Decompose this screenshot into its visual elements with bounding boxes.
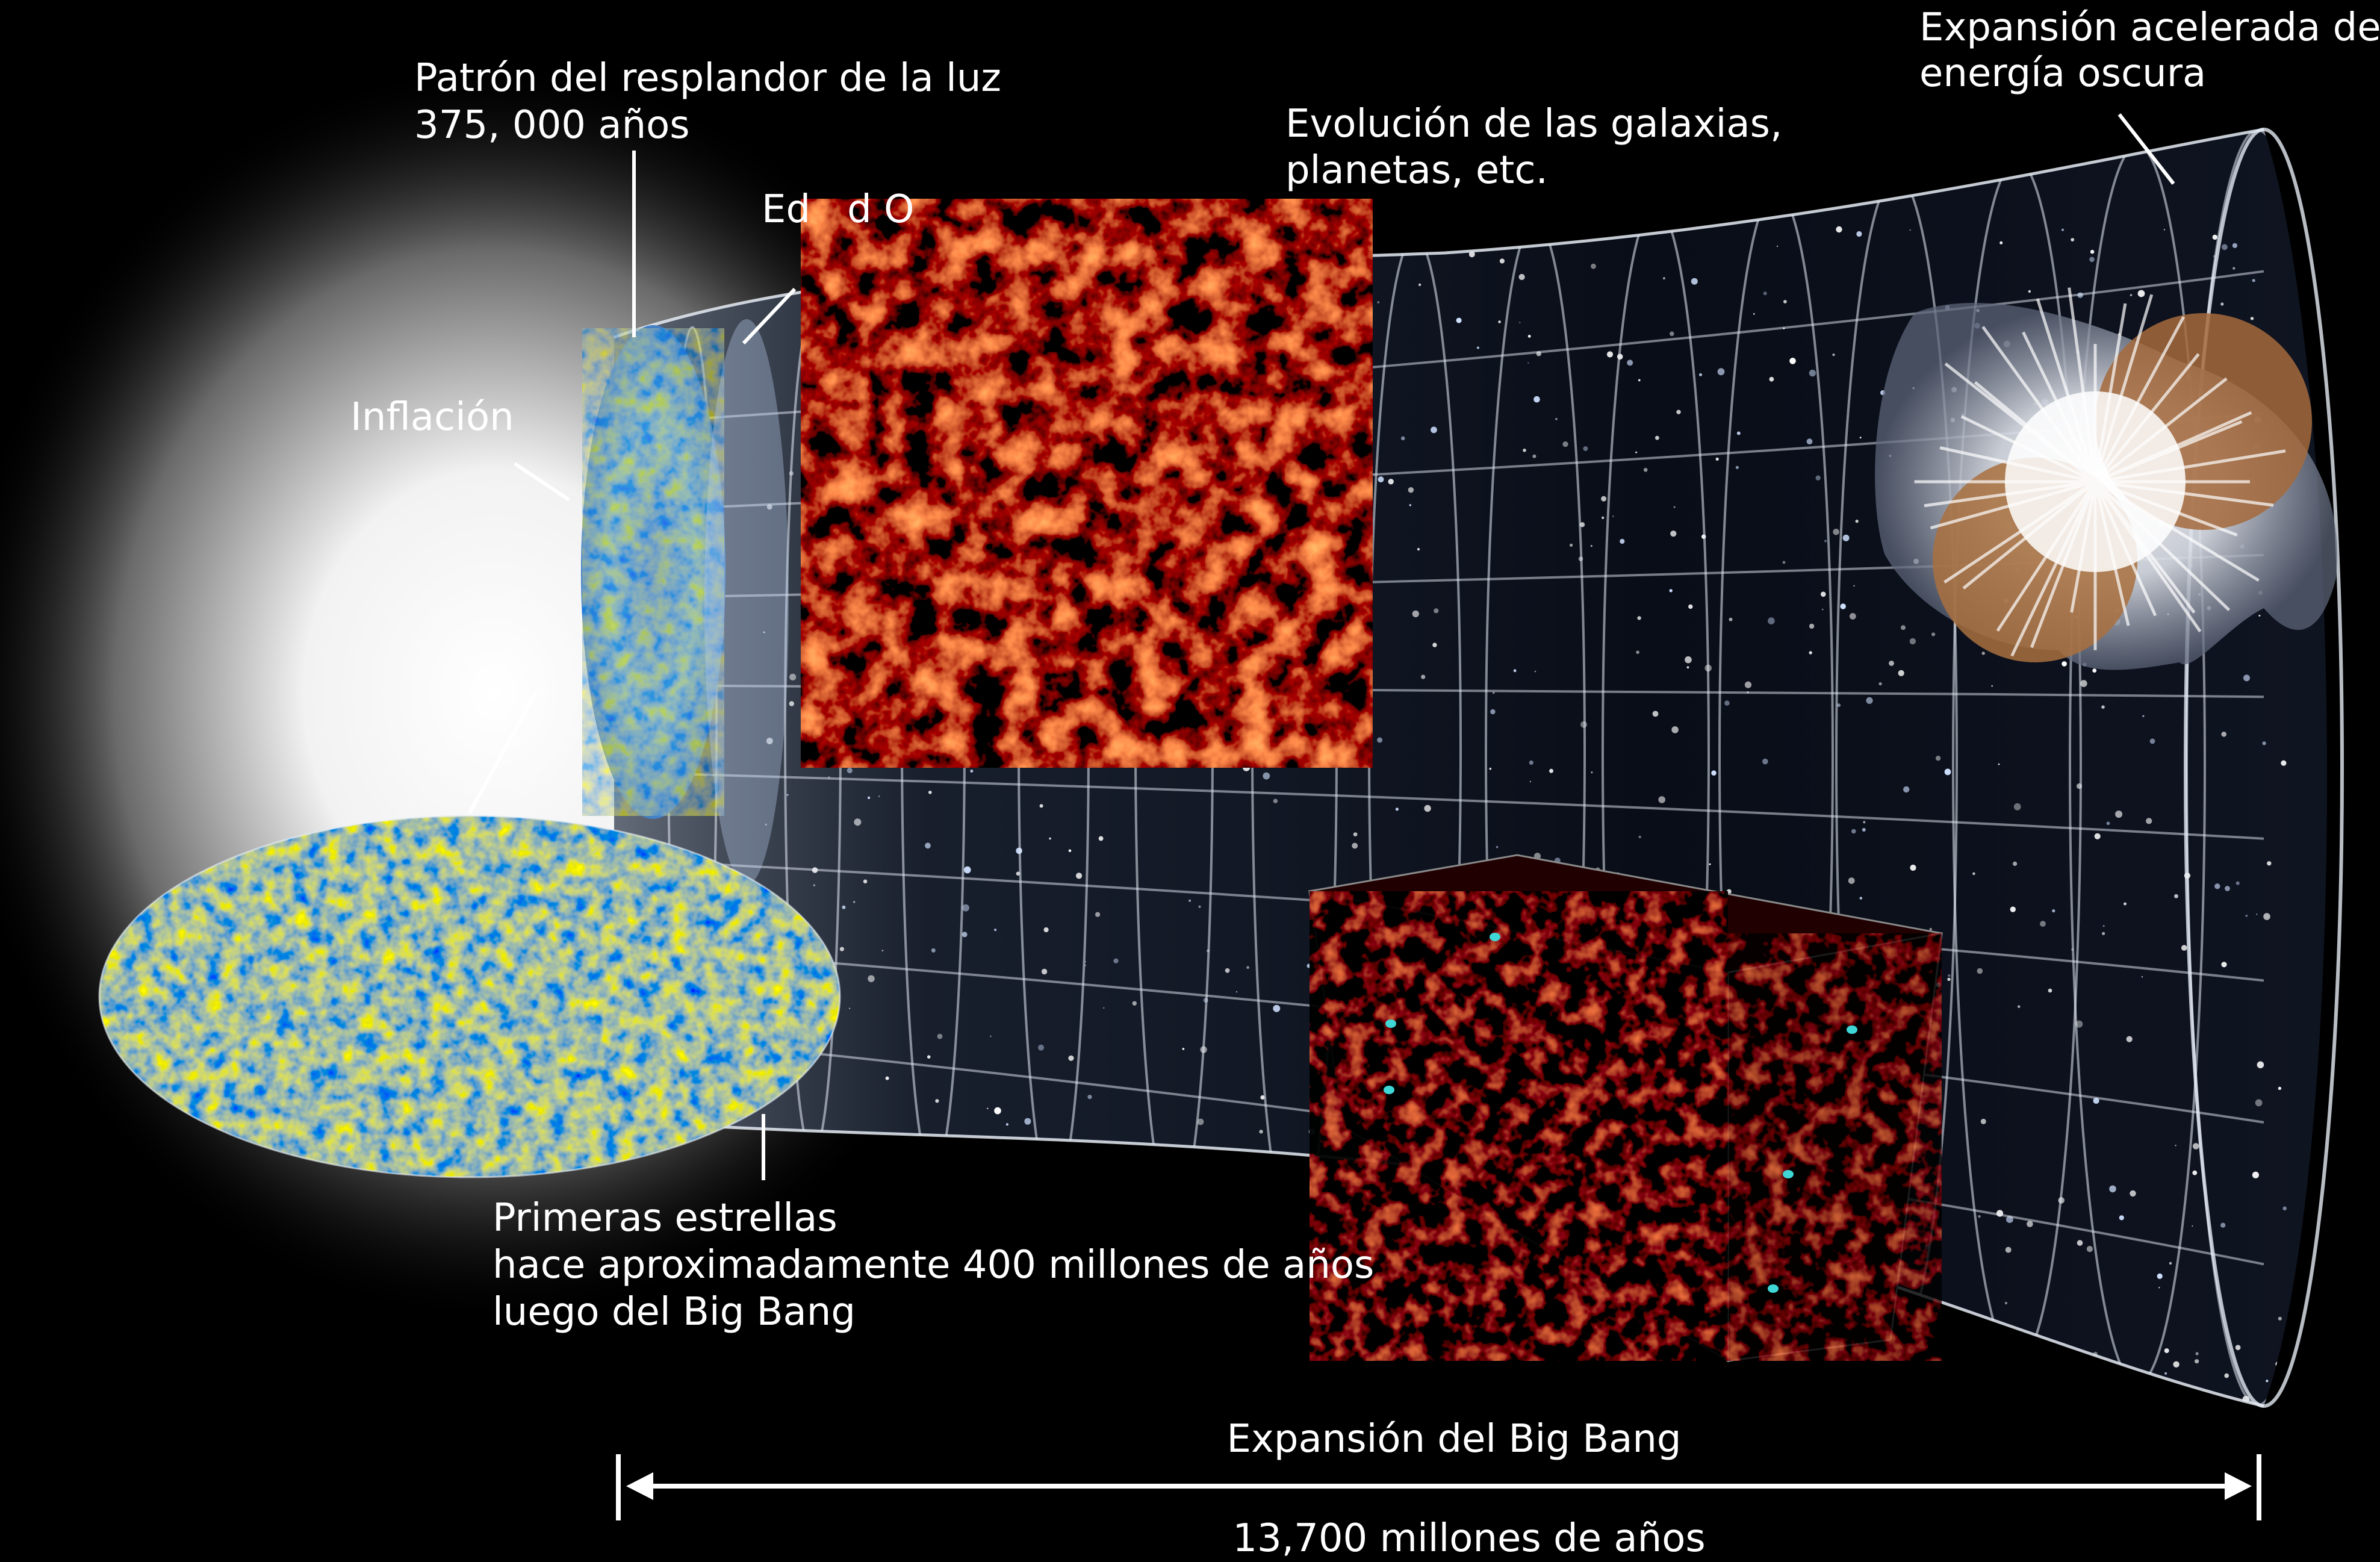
tube-end-ring [2184,128,2344,1408]
cmb-disc-texture [582,328,724,816]
inflation-label: Inflación [350,395,514,440]
cosmic-web-image [801,199,1373,768]
duration-label: 13,700 millones de años [1232,1516,1706,1561]
cmb-age-label: 375, 000 años [414,103,690,148]
galaxy-evolution-label-2: planetas, etc. [1285,148,1548,193]
callout-lines [468,113,2175,1180]
supernova-image [1875,287,2337,670]
cmb-pattern-label: Patrón del resplandor de la luz [414,56,1001,101]
timeline-arrow [616,1454,2261,1520]
dark-energy-label: Expansión acelerada de [1919,5,2380,50]
first-stars-after-label: luego del Big Bang [492,1290,856,1334]
first-stars-band [704,319,789,885]
cmb-sky-map [98,815,841,1178]
simulation-cube [1308,854,1943,1363]
dark-energy-label-2: energía oscura [1919,51,2207,96]
first-stars-label: Primeras estrellas [492,1196,837,1240]
expansion-label: Expansión del Big Bang [1226,1417,1682,1461]
dark-age-label: Ed d O [762,187,915,232]
first-stars-time-label: hace aproximadamente 400 millones de año… [492,1243,1375,1287]
galaxy-evolution-label: Evolución de las galaxias, [1285,102,1783,146]
